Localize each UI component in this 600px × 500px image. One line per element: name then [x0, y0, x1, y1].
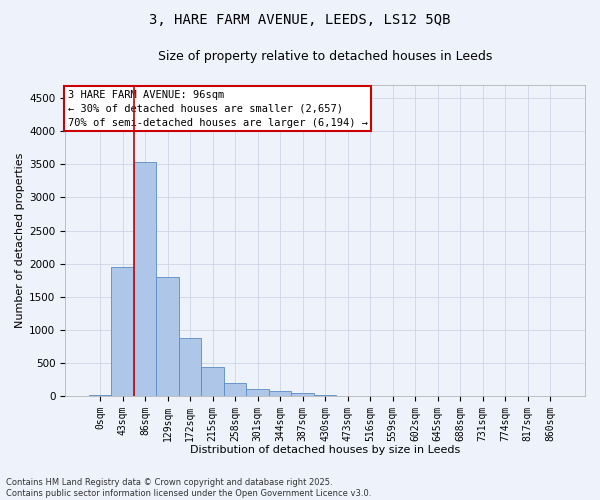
Bar: [179, 338, 201, 396]
Bar: [247, 389, 269, 396]
Bar: [201, 368, 224, 396]
Bar: [134, 162, 156, 396]
Bar: [224, 384, 247, 396]
Bar: [269, 391, 292, 396]
Title: Size of property relative to detached houses in Leeds: Size of property relative to detached ho…: [158, 50, 492, 63]
Bar: [156, 277, 179, 396]
Bar: [314, 395, 337, 396]
Bar: [111, 267, 134, 396]
Text: Contains HM Land Registry data © Crown copyright and database right 2025.
Contai: Contains HM Land Registry data © Crown c…: [6, 478, 371, 498]
Y-axis label: Number of detached properties: Number of detached properties: [15, 152, 25, 328]
Text: 3 HARE FARM AVENUE: 96sqm
← 30% of detached houses are smaller (2,657)
70% of se: 3 HARE FARM AVENUE: 96sqm ← 30% of detac…: [68, 90, 368, 128]
Text: 3, HARE FARM AVENUE, LEEDS, LS12 5QB: 3, HARE FARM AVENUE, LEEDS, LS12 5QB: [149, 12, 451, 26]
Bar: [292, 393, 314, 396]
Bar: [89, 394, 111, 396]
X-axis label: Distribution of detached houses by size in Leeds: Distribution of detached houses by size …: [190, 445, 460, 455]
